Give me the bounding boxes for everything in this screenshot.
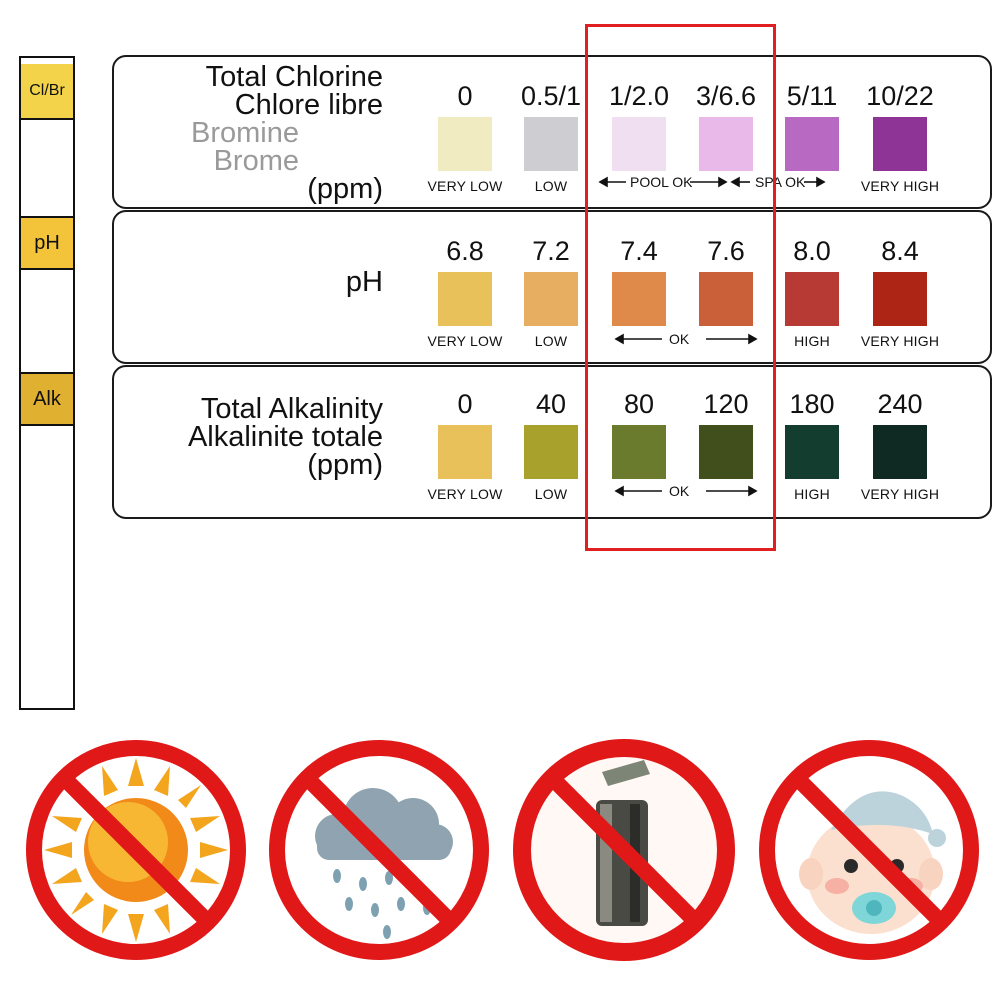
swatch-value: 1/2.0: [608, 81, 670, 111]
swatch-value: 180: [789, 389, 835, 419]
swatch-value: 8.4: [881, 236, 919, 266]
spa-ok-caption: SPA OK: [755, 174, 806, 190]
swatch-caption: VERY LOW: [427, 178, 503, 194]
swatch-value: 0: [457, 81, 473, 111]
swatch-cell: 80: [595, 389, 683, 502]
swatch-cell: 7.6: [682, 236, 770, 349]
alkalinity-label: Total Alkalinity Alkalinite totale (ppm): [187, 393, 383, 481]
color-swatch: [438, 272, 492, 326]
swatch-value: 7.4: [620, 236, 658, 266]
strip-pad-chlorine: Cl/Br: [21, 64, 73, 120]
color-swatch: [438, 117, 492, 171]
no-children-icon: [757, 738, 982, 963]
test-strip: Cl/Br pH Alk: [19, 56, 75, 710]
swatch-cell: 180 HIGH: [768, 389, 856, 502]
swatch-caption: VERY HIGH: [860, 486, 940, 502]
swatch-cell: 8.4 VERY HIGH: [856, 236, 944, 349]
swatch-cell: 0.5/1 LOW: [507, 81, 595, 194]
strip-pad-ph: pH: [21, 216, 73, 270]
swatch-cell: 240 VERY HIGH: [856, 389, 944, 502]
alkalinity-row: Total Alkalinity Alkalinite totale (ppm)…: [112, 365, 992, 519]
swatch-value: 7.6: [707, 236, 745, 266]
color-swatch: [873, 425, 927, 479]
color-swatch: [785, 425, 839, 479]
strip-pad-alkalinity: Alk: [21, 372, 73, 426]
swatch-value: 0: [457, 389, 473, 419]
swatch-value: 10/22: [866, 81, 934, 111]
swatch-value: 0.5/1: [520, 81, 582, 111]
swatch-cell: 7.2 LOW: [507, 236, 595, 349]
ph-label: pH: [345, 266, 383, 298]
color-swatch: [873, 272, 927, 326]
color-swatch: [524, 117, 578, 171]
swatch-value: 5/11: [786, 81, 838, 111]
swatch-value: 3/6.6: [695, 81, 757, 111]
color-swatch: [699, 117, 753, 171]
color-swatch: [612, 425, 666, 479]
color-swatch: [524, 425, 578, 479]
swatch-value: 120: [703, 389, 749, 419]
color-swatch: [873, 117, 927, 171]
color-swatch: [785, 117, 839, 171]
no-open-container-icon: [512, 738, 737, 963]
color-swatch: [699, 272, 753, 326]
swatch-value: 7.2: [532, 236, 570, 266]
swatch-value: 8.0: [793, 236, 831, 266]
range-arrows: [614, 485, 758, 497]
swatch-cell: 3/6.6: [682, 81, 770, 194]
color-swatch: [785, 272, 839, 326]
swatch-caption: VERY HIGH: [860, 333, 940, 349]
swatch-cell: 10/22 VERY HIGH: [856, 81, 944, 194]
chlorine-label: Total Chlorine Chlore libre Bromine Brom…: [191, 61, 383, 205]
color-swatch: [438, 425, 492, 479]
swatch-value: 80: [623, 389, 655, 419]
swatch-cell: 0 VERY LOW: [421, 389, 509, 502]
swatch-caption: HIGH: [794, 486, 830, 502]
ok-caption: OK: [669, 331, 690, 347]
swatch-caption: VERY LOW: [427, 486, 503, 502]
swatch-caption: VERY LOW: [427, 333, 503, 349]
no-rain-icon: [267, 738, 492, 963]
swatch-caption: VERY HIGH: [860, 178, 940, 194]
color-swatch: [524, 272, 578, 326]
swatch-cell: 6.8 VERY LOW: [421, 236, 509, 349]
swatch-caption: LOW: [534, 486, 568, 502]
pool-ok-caption: POOL OK: [630, 174, 693, 190]
swatch-cell: 120: [682, 389, 770, 502]
no-sun-icon: [24, 738, 249, 963]
swatch-cell: 0 VERY LOW: [421, 81, 509, 194]
swatch-cell: 5/11: [768, 81, 856, 194]
swatch-value: 6.8: [446, 236, 484, 266]
ph-row: pH 6.8 VERY LOW 7.2 LOW 7.4 7.6 8.0 HIGH…: [112, 210, 992, 364]
range-arrows: [598, 176, 826, 188]
swatch-caption: HIGH: [794, 333, 830, 349]
swatch-cell: 1/2.0: [595, 81, 683, 194]
swatch-cell: 40 LOW: [507, 389, 595, 502]
ok-range-highlight: [585, 24, 776, 551]
swatch-cell: 7.4: [595, 236, 683, 349]
swatch-caption: LOW: [534, 178, 568, 194]
color-swatch: [612, 272, 666, 326]
color-swatch: [699, 425, 753, 479]
swatch-value: 240: [877, 389, 923, 419]
chlorine-row: Total Chlorine Chlore libre Bromine Brom…: [112, 55, 992, 209]
swatch-cell: 8.0 HIGH: [768, 236, 856, 349]
color-swatch: [612, 117, 666, 171]
swatch-value: 40: [535, 389, 567, 419]
ok-caption: OK: [669, 483, 690, 499]
range-arrows: [614, 333, 758, 345]
swatch-caption: LOW: [534, 333, 568, 349]
